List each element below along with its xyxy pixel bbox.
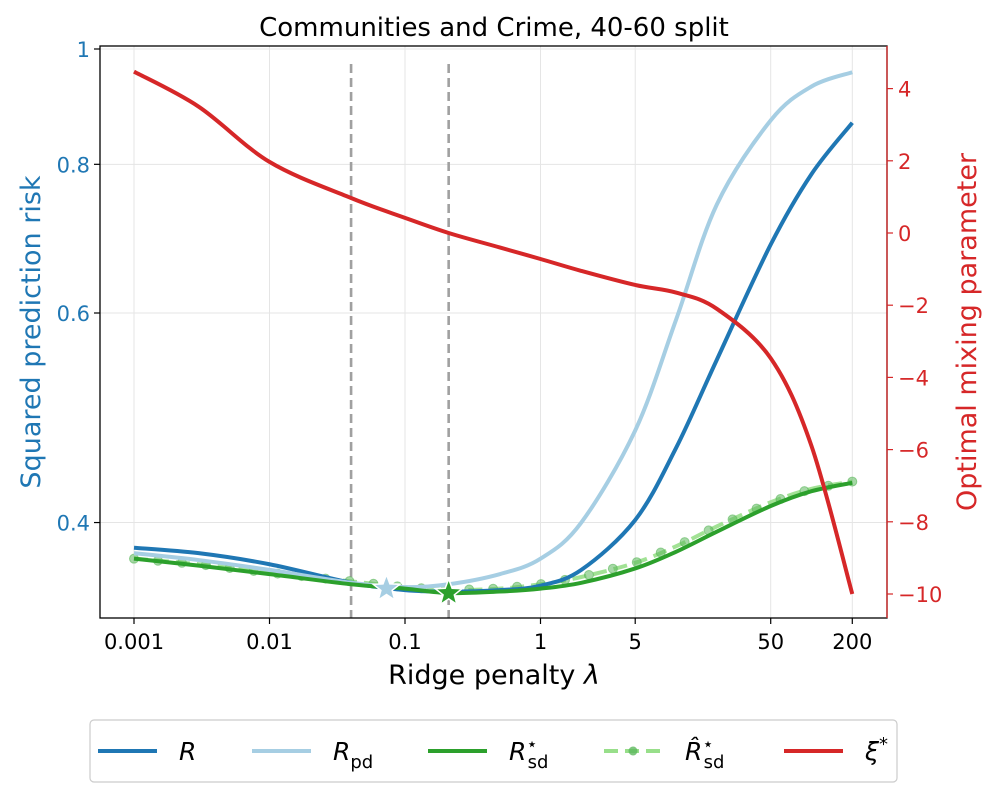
x-tick-label: 0.01 (246, 630, 293, 654)
y2-tick-label: 4 (898, 78, 911, 102)
y-axis-label: Squared prediction risk (16, 175, 47, 488)
legend-box (89, 719, 898, 783)
y2-tick-label: −8 (898, 511, 929, 535)
legend-label: R (179, 737, 196, 766)
x-tick-label: 50 (757, 630, 784, 654)
x-tick-label: 0.1 (388, 630, 421, 654)
x-tick-label: 5 (629, 630, 642, 654)
y2-tick-label: −2 (898, 294, 929, 318)
x-tick-label: 200 (832, 630, 872, 654)
series-line-0 (133, 121, 854, 594)
y2-tick-label: −4 (898, 366, 929, 390)
y-axis-ticks: 0.4 0.6 0.8 1 (57, 38, 100, 536)
y-tick-label: 1 (77, 38, 90, 62)
y2-tick-label: 0 (898, 222, 911, 246)
legend: R Rpd R⋆ sd R̂⋆ sd ξ* (89, 719, 898, 783)
y2-tick-label: −6 (898, 439, 929, 463)
estimate-dot (607, 563, 618, 574)
star-marker-icon (371, 572, 402, 602)
y2-tick-label: 2 (898, 150, 911, 174)
plot-frame (99, 45, 888, 619)
estimate-dot (583, 569, 594, 580)
y2-tick-label: −10 (898, 583, 942, 607)
y-tick-label: 0.4 (57, 512, 90, 536)
series-line-2 (133, 480, 853, 596)
grid-lines (100, 46, 887, 618)
y-tick-label: 0.6 (57, 302, 90, 326)
reference-vlines (349, 64, 450, 618)
y2-axis-label: Optimal mixing parameter (952, 152, 983, 511)
x-tick-label: 0.001 (104, 630, 164, 654)
series-group (129, 69, 858, 596)
legend-dot (628, 746, 638, 756)
y-tick-label: 0.8 (57, 153, 90, 177)
x-tick-label: 1 (534, 630, 547, 654)
series-line-4 (133, 69, 855, 595)
y2-axis-ticks: 4 2 0 −2 −4 −6 −8 −10 (887, 78, 942, 607)
x-axis-ticks: 0.001 0.01 0.1 1 5 50 200 (104, 618, 872, 654)
star-marker-icon (433, 576, 465, 607)
min-markers (371, 572, 465, 607)
chart-title: Communities and Crime, 40-60 split (259, 13, 729, 43)
x-axis-label: Ridge penalty λ (388, 660, 600, 691)
series-line-1 (133, 70, 853, 590)
